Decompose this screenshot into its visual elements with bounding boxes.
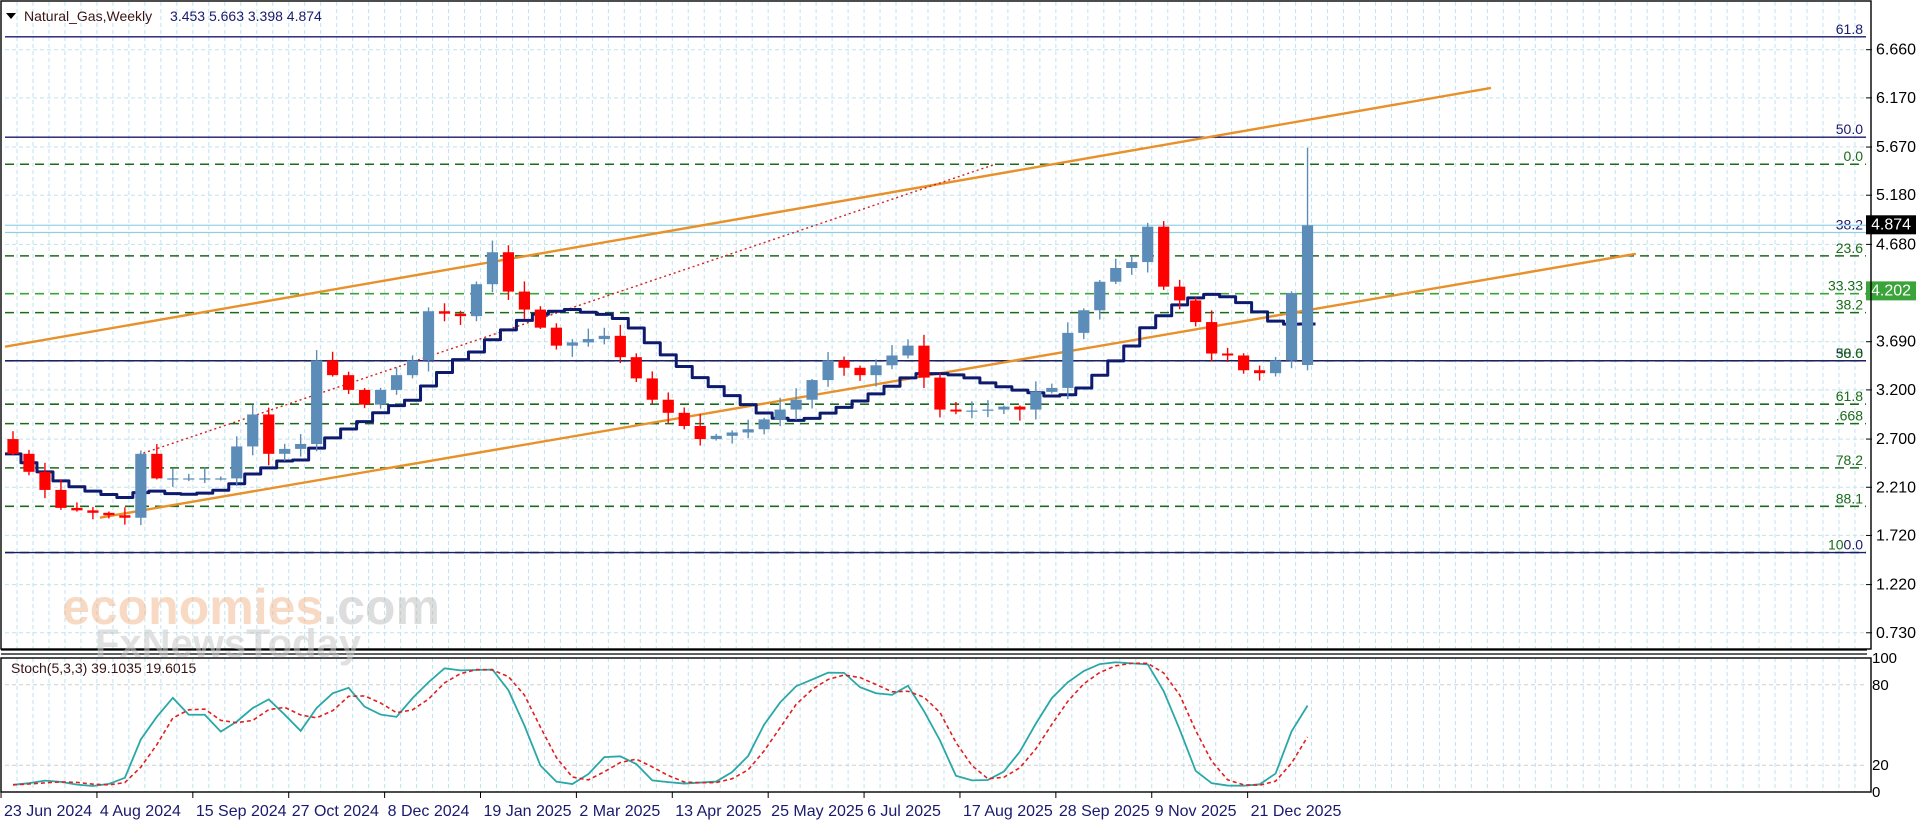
svg-text:19 Jan 2025: 19 Jan 2025 xyxy=(484,803,572,820)
svg-text:78.2: 78.2 xyxy=(1836,452,1863,468)
svg-text:15 Sep 2024: 15 Sep 2024 xyxy=(196,803,287,820)
svg-text:4.680: 4.680 xyxy=(1876,236,1916,253)
svg-text:3.200: 3.200 xyxy=(1876,382,1916,399)
svg-text:61.8: 61.8 xyxy=(1836,388,1863,404)
svg-text:28 Sep 2025: 28 Sep 2025 xyxy=(1059,803,1150,820)
svg-text:6.660: 6.660 xyxy=(1876,42,1916,59)
svg-text:88.1: 88.1 xyxy=(1836,490,1863,506)
svg-text:5.670: 5.670 xyxy=(1876,139,1916,156)
svg-text:6 Jul 2025: 6 Jul 2025 xyxy=(867,803,941,820)
svg-text:80: 80 xyxy=(1872,677,1889,694)
svg-text:0.0: 0.0 xyxy=(1844,148,1864,164)
svg-text:2.700: 2.700 xyxy=(1876,431,1916,448)
svg-text:100.0: 100.0 xyxy=(1828,537,1863,553)
svg-text:2 Mar 2025: 2 Mar 2025 xyxy=(579,803,660,820)
svg-text:17 Aug 2025: 17 Aug 2025 xyxy=(963,803,1053,820)
svg-text:4.874: 4.874 xyxy=(1871,216,1911,233)
svg-text:4 Aug 2024: 4 Aug 2024 xyxy=(100,803,181,820)
svg-text:27 Oct 2024: 27 Oct 2024 xyxy=(292,803,379,820)
svg-text:0: 0 xyxy=(1872,784,1880,801)
svg-text:33.33: 33.33 xyxy=(1828,278,1863,294)
svg-text:0.730: 0.730 xyxy=(1876,625,1916,642)
svg-text:8 Dec 2024: 8 Dec 2024 xyxy=(388,803,470,820)
svg-text:20: 20 xyxy=(1872,757,1889,774)
svg-text:1.220: 1.220 xyxy=(1876,577,1916,594)
svg-text:21 Dec 2025: 21 Dec 2025 xyxy=(1251,803,1342,820)
svg-text:9 Nov 2025: 9 Nov 2025 xyxy=(1155,803,1237,820)
svg-text:38.2: 38.2 xyxy=(1836,216,1863,232)
svg-text:23.6: 23.6 xyxy=(1836,240,1863,256)
svg-text:50.0: 50.0 xyxy=(1836,121,1863,137)
svg-text:38.6: 38.6 xyxy=(1836,345,1863,361)
svg-text:5.180: 5.180 xyxy=(1876,187,1916,204)
svg-text:1.720: 1.720 xyxy=(1876,527,1916,544)
svg-text:25 May 2025: 25 May 2025 xyxy=(771,803,864,820)
svg-text:.668: .668 xyxy=(1836,408,1863,424)
svg-text:38.2: 38.2 xyxy=(1836,297,1863,313)
svg-text:100: 100 xyxy=(1872,650,1897,667)
svg-text:4.202: 4.202 xyxy=(1871,282,1911,299)
svg-text:13 Apr 2025: 13 Apr 2025 xyxy=(675,803,761,820)
svg-text:2.210: 2.210 xyxy=(1876,479,1916,496)
svg-text:23 Jun 2024: 23 Jun 2024 xyxy=(4,803,92,820)
svg-text:3.690: 3.690 xyxy=(1876,334,1916,351)
svg-text:6.170: 6.170 xyxy=(1876,90,1916,107)
